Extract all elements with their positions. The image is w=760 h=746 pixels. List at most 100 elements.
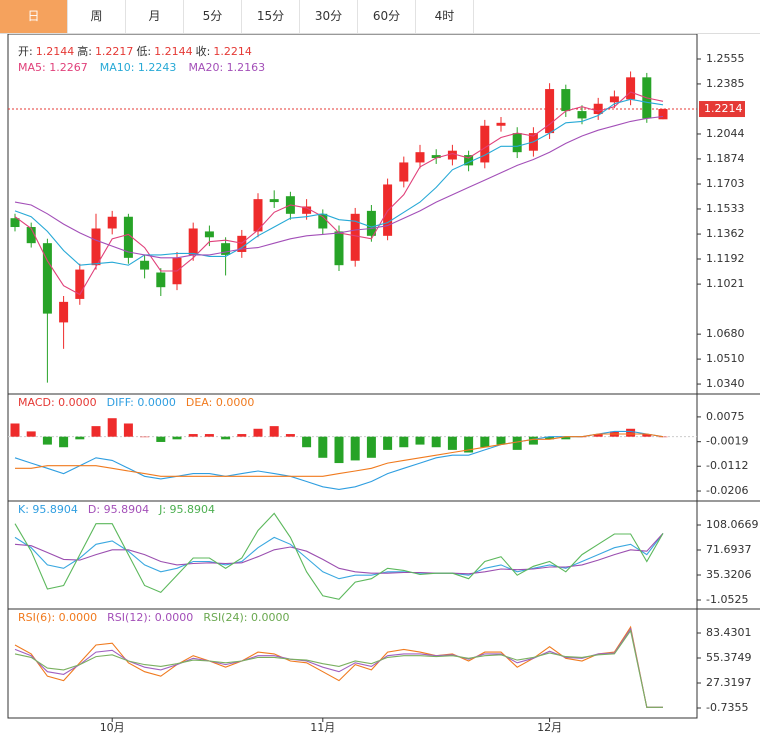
macd-bar bbox=[447, 436, 457, 450]
legend-entry: 1.2214 bbox=[213, 45, 252, 58]
macd-bar bbox=[545, 436, 555, 440]
candle-body bbox=[140, 260, 150, 270]
y-tick-label: -1.0525 bbox=[706, 593, 748, 606]
period-tab[interactable]: 月 bbox=[126, 0, 184, 33]
period-tab[interactable]: 4时 bbox=[416, 0, 474, 33]
candle-body bbox=[221, 243, 231, 255]
period-tab[interactable]: 30分 bbox=[300, 0, 358, 33]
macd-bar bbox=[269, 426, 279, 437]
indicator-line bbox=[14, 512, 664, 600]
y-tick-label: 1.1021 bbox=[706, 277, 745, 290]
indicator-line bbox=[14, 625, 663, 708]
candle-body bbox=[350, 213, 360, 261]
candle-body bbox=[447, 150, 457, 160]
macd-bar bbox=[480, 436, 490, 448]
legend-entry: K: 95.8904 bbox=[18, 503, 78, 516]
y-tick-label: 1.2555 bbox=[706, 52, 745, 65]
candle-body bbox=[561, 89, 571, 112]
legend-entry: 1.2217 bbox=[95, 45, 134, 58]
macd-bar bbox=[237, 434, 247, 437]
macd-bar bbox=[285, 434, 295, 437]
period-tab[interactable]: 60分 bbox=[358, 0, 416, 33]
y-tick-label: 83.4301 bbox=[706, 626, 752, 639]
macd-bar bbox=[415, 436, 425, 445]
x-tick-label: 11月 bbox=[310, 721, 335, 734]
y-tick-label: 71.6937 bbox=[706, 543, 752, 556]
candle-body bbox=[415, 152, 425, 163]
y-tick-label: 27.3197 bbox=[706, 676, 752, 689]
y-tick-label: -0.0206 bbox=[706, 484, 748, 497]
last-price-label: 1.2214 bbox=[704, 102, 743, 115]
y-tick-label: 1.2385 bbox=[706, 77, 745, 90]
macd-bar bbox=[156, 436, 166, 442]
candle-body bbox=[237, 235, 247, 252]
y-tick-label: 1.0680 bbox=[706, 327, 745, 340]
period-tab[interactable]: 5分 bbox=[184, 0, 242, 33]
legend-entry: 低: bbox=[136, 45, 151, 58]
legend-entry: MA10: 1.2243 bbox=[100, 61, 177, 74]
legend-entry: J: 95.8904 bbox=[158, 503, 215, 516]
macd-bar bbox=[383, 436, 393, 450]
legend-entry: DIFF: 0.0000 bbox=[107, 396, 176, 409]
candle-body bbox=[59, 301, 69, 323]
macd-bar bbox=[140, 436, 150, 438]
candle-body bbox=[204, 231, 214, 238]
macd-bar bbox=[42, 436, 52, 445]
macd-bar bbox=[59, 436, 69, 448]
macd-bar bbox=[123, 423, 133, 437]
y-tick-label: 1.1533 bbox=[706, 202, 745, 215]
legend-entry: RSI(24): 0.0000 bbox=[203, 611, 289, 624]
macd-bar bbox=[334, 436, 344, 464]
last-price-box bbox=[699, 101, 745, 118]
candle-body bbox=[10, 218, 20, 228]
legend-entry: 高: bbox=[77, 44, 92, 58]
candle-body bbox=[545, 89, 555, 134]
period-tab[interactable]: 日 bbox=[0, 0, 68, 33]
macd-bar bbox=[512, 436, 522, 450]
candle-body bbox=[107, 216, 117, 229]
candle-body bbox=[626, 77, 636, 100]
candle-body bbox=[431, 155, 441, 159]
y-tick-label: 1.1192 bbox=[706, 252, 745, 265]
candle-body bbox=[318, 213, 328, 229]
macd-bar bbox=[10, 423, 20, 437]
macd-line bbox=[15, 433, 664, 477]
macd-bar bbox=[593, 434, 603, 437]
period-tabs: 日周月 5分 15分 30分 60分 4时 bbox=[0, 0, 760, 34]
indicator-line bbox=[14, 533, 664, 580]
macd-bar bbox=[528, 436, 538, 445]
macd-bar bbox=[204, 434, 214, 437]
legend-entry: D: 95.8904 bbox=[88, 503, 149, 516]
y-tick-label: 1.0340 bbox=[706, 377, 745, 390]
candle-body bbox=[26, 227, 36, 244]
indicator-line bbox=[14, 533, 664, 575]
macd-bar bbox=[302, 436, 312, 448]
candle-body bbox=[366, 210, 376, 236]
legend-entry: 1.2144 bbox=[154, 45, 193, 58]
macd-bar bbox=[366, 436, 376, 458]
legend-entry: MA5: 1.2267 bbox=[18, 61, 88, 74]
period-tab[interactable]: 15分 bbox=[242, 0, 300, 33]
candle-body bbox=[75, 269, 85, 299]
period-tab[interactable]: 周 bbox=[68, 0, 126, 33]
legend-entry: 1.2144 bbox=[36, 45, 75, 58]
candle-body bbox=[156, 272, 166, 288]
macd-bar bbox=[561, 436, 571, 440]
y-tick-label: 1.0510 bbox=[706, 352, 745, 365]
macd-bar bbox=[172, 436, 182, 440]
indicator-line bbox=[14, 629, 663, 708]
candle-body bbox=[658, 109, 668, 120]
candle-body bbox=[399, 162, 409, 182]
y-tick-label: 1.1703 bbox=[706, 177, 745, 190]
macd-bar bbox=[350, 436, 360, 461]
x-tick-label: 12月 bbox=[537, 721, 562, 734]
candle-body bbox=[269, 199, 279, 203]
macd-bar bbox=[75, 436, 85, 440]
legend-entry: 收: bbox=[196, 44, 211, 58]
candle-body bbox=[188, 228, 198, 255]
y-tick-label: 1.1362 bbox=[706, 227, 745, 240]
y-tick-label: 1.1874 bbox=[706, 152, 745, 165]
macd-bar bbox=[496, 436, 506, 445]
macd-bar bbox=[658, 436, 668, 438]
